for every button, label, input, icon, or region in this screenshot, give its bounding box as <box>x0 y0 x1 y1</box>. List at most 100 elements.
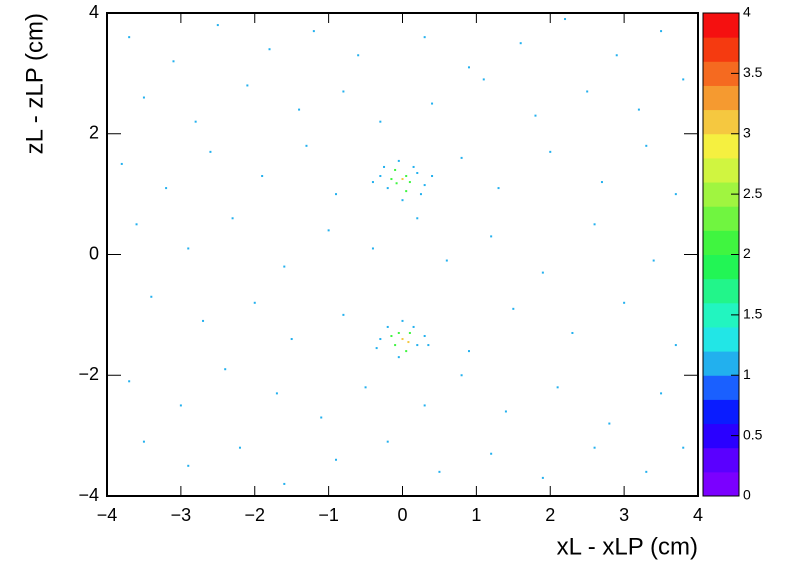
cell <box>371 181 374 184</box>
cell <box>383 165 386 168</box>
cell <box>490 235 493 238</box>
x-tick-label: −1 <box>318 505 339 525</box>
cell <box>386 440 389 443</box>
cell <box>386 325 389 328</box>
cell <box>379 338 382 341</box>
y-tick-label: 0 <box>89 243 99 263</box>
cell <box>682 446 685 449</box>
y-axis-label: zL - zLP (cm) <box>21 13 48 154</box>
cell <box>405 190 408 193</box>
cell <box>397 331 400 334</box>
cell <box>652 259 655 262</box>
cell <box>371 247 374 250</box>
cell <box>246 84 249 87</box>
cell <box>645 144 648 147</box>
colorbar-band <box>703 254 739 280</box>
cell <box>541 271 544 274</box>
cell <box>556 386 559 389</box>
colorbar-tick-label: 0.5 <box>743 426 763 442</box>
cell <box>135 223 138 226</box>
cell <box>438 470 441 473</box>
colorbar-band <box>703 399 739 425</box>
colorbar-tick-label: 2 <box>743 245 751 261</box>
cell <box>460 374 463 377</box>
cell <box>150 295 153 298</box>
cell <box>423 184 426 187</box>
cell <box>386 187 389 190</box>
cell <box>660 30 663 33</box>
cell <box>397 159 400 162</box>
colorbar-tick-label: 3 <box>743 124 751 140</box>
cell <box>660 392 663 395</box>
cell <box>283 265 286 268</box>
colorbar-tick-label: 2.5 <box>743 185 763 201</box>
cell <box>412 165 415 168</box>
cell <box>519 42 522 45</box>
cell <box>401 178 404 181</box>
cell <box>431 102 434 105</box>
cell <box>408 331 411 334</box>
cell <box>490 452 493 455</box>
cell <box>390 178 393 181</box>
cell <box>593 223 596 226</box>
cell <box>623 301 626 304</box>
colorbar-band <box>703 375 739 400</box>
y-tick-label: 4 <box>89 2 99 22</box>
cell <box>187 464 190 467</box>
x-tick-label: 1 <box>471 505 481 525</box>
cell <box>467 350 470 353</box>
cell <box>253 301 256 304</box>
cell <box>674 193 677 196</box>
colorbar-tick-label: 1.5 <box>743 306 763 322</box>
cell <box>482 78 485 81</box>
cell <box>335 193 338 196</box>
colorbar-band <box>703 37 739 62</box>
cell <box>165 187 168 190</box>
cell <box>120 162 123 165</box>
cell <box>231 217 234 220</box>
cell <box>467 66 470 69</box>
cell <box>342 90 345 93</box>
cell <box>401 199 404 202</box>
cell <box>600 181 603 184</box>
cell <box>305 144 308 147</box>
x-tick-label: 2 <box>545 505 555 525</box>
cell <box>405 175 408 178</box>
cell <box>416 344 419 347</box>
cell <box>586 90 589 93</box>
cell <box>541 476 544 479</box>
cell <box>142 440 145 443</box>
cell <box>504 410 507 413</box>
cell <box>335 458 338 461</box>
colorbar-tick-label: 3.5 <box>743 64 763 80</box>
plot-frame <box>106 12 699 497</box>
colorbar-band <box>703 230 739 255</box>
cell <box>342 313 345 316</box>
cell <box>416 217 419 220</box>
cell <box>142 96 145 99</box>
colorbar-band <box>703 85 739 111</box>
cell <box>416 171 419 174</box>
cell <box>423 335 426 338</box>
x-tick-label: −4 <box>97 505 118 525</box>
cell <box>397 356 400 359</box>
x-tick-label: 3 <box>619 505 629 525</box>
cell <box>608 422 611 425</box>
cell <box>172 60 175 63</box>
colorbar-tick-label: 0 <box>743 487 751 503</box>
cell <box>375 347 378 350</box>
cell <box>549 150 552 153</box>
cell <box>645 470 648 473</box>
cell <box>423 36 426 39</box>
cell <box>571 331 574 334</box>
cell <box>290 338 293 341</box>
cell <box>637 108 640 111</box>
cell <box>357 54 360 57</box>
cell <box>202 319 205 322</box>
colorbar-band <box>703 13 739 38</box>
cell <box>179 404 182 407</box>
cell <box>407 341 410 344</box>
cell <box>419 193 422 196</box>
